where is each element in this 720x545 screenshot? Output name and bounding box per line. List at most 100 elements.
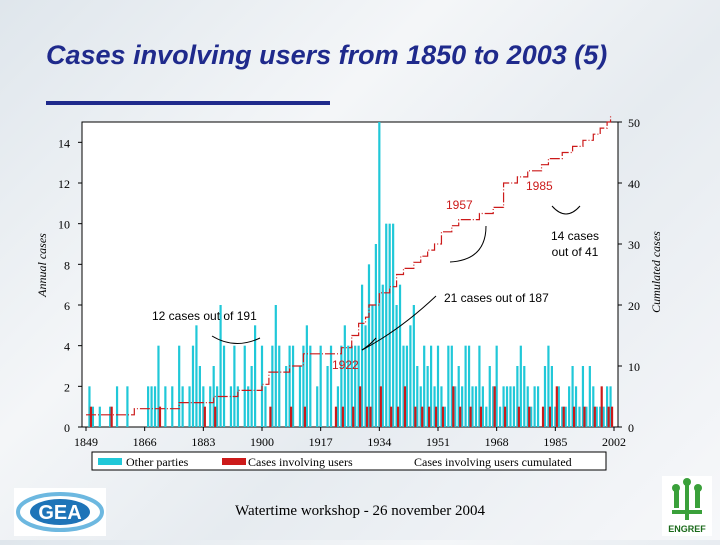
bar-involving-users [542, 407, 544, 427]
bar-other-parties [223, 346, 225, 427]
bar-other-parties [499, 407, 501, 427]
bar-other-parties [275, 305, 277, 427]
bar-involving-users [607, 407, 609, 427]
bar-other-parties [199, 366, 201, 427]
bar-involving-users [518, 407, 520, 427]
bar-other-parties [585, 407, 587, 427]
bar-other-parties [578, 407, 580, 427]
bar-involving-users [111, 407, 113, 427]
engref-logo-icon: ENGREF [662, 476, 712, 536]
bar-other-parties [471, 386, 473, 427]
bar-other-parties [378, 122, 380, 427]
y2-tick-label: 20 [628, 299, 640, 313]
bar-other-parties [589, 366, 591, 427]
bar-involving-users [549, 407, 551, 427]
bar-involving-users [366, 407, 368, 427]
bar-other-parties [375, 244, 377, 427]
x-tick-label: 1934 [367, 435, 391, 449]
bar-other-parties [565, 407, 567, 427]
legend-swatch-other-parties [98, 458, 122, 465]
x-tick-label: 1951 [426, 435, 450, 449]
y-tick-label: 4 [64, 340, 70, 354]
y-tick-label: 8 [64, 258, 70, 272]
bar-other-parties [195, 325, 197, 427]
bar-other-parties [126, 386, 128, 427]
bar-other-parties [406, 346, 408, 427]
y-tick-label: 0 [64, 421, 70, 435]
bar-other-parties [233, 346, 235, 427]
bar-other-parties [209, 386, 211, 427]
plot-area [82, 122, 618, 427]
annotation-label: 1985 [526, 179, 553, 193]
bar-involving-users [494, 386, 496, 427]
bar-involving-users [573, 407, 575, 427]
bar-other-parties [423, 346, 425, 427]
bar-involving-users [204, 407, 206, 427]
bar-involving-users [421, 407, 423, 427]
bar-other-parties [216, 386, 218, 427]
bar-involving-users [359, 386, 361, 427]
bar-involving-users [459, 407, 461, 427]
annotation-label: 1922 [332, 358, 359, 372]
bar-other-parties [188, 386, 190, 427]
x-tick-label: 1866 [133, 435, 157, 449]
bar-other-parties [278, 346, 280, 427]
bar-other-parties [447, 346, 449, 427]
bar-other-parties [164, 386, 166, 427]
bar-other-parties [485, 407, 487, 427]
annotation-label: out of 41 [552, 245, 599, 259]
bar-other-parties [337, 386, 339, 427]
bar-involving-users [442, 407, 444, 427]
bar-involving-users [380, 386, 382, 427]
bar-other-parties [506, 386, 508, 427]
y-tick-label: 12 [58, 177, 70, 191]
bar-other-parties [496, 346, 498, 427]
y2-tick-label: 40 [628, 177, 640, 191]
bar-other-parties [192, 346, 194, 427]
bar-involving-users [342, 407, 344, 427]
bar-other-parties [219, 305, 221, 427]
bar-involving-users [414, 407, 416, 427]
bar-other-parties [326, 366, 328, 427]
bar-other-parties [178, 346, 180, 427]
gea-logo-icon: GEA [14, 488, 106, 536]
bar-involving-users [528, 407, 530, 427]
bar-involving-users [452, 386, 454, 427]
bar-other-parties [513, 386, 515, 427]
bar-other-parties [392, 224, 394, 427]
bar-involving-users [90, 407, 92, 427]
bar-involving-users [404, 386, 406, 427]
bar-other-parties [247, 386, 249, 427]
y-axis-label: Annual cases [35, 233, 49, 298]
legend: Other parties Cases involving users Case… [92, 452, 606, 470]
bar-other-parties [264, 386, 266, 427]
bar-involving-users [214, 407, 216, 427]
bar-other-parties [385, 224, 387, 427]
bar-involving-users [290, 407, 292, 427]
bar-other-parties [244, 346, 246, 427]
bar-involving-users [480, 407, 482, 427]
bar-other-parties [509, 386, 511, 427]
bar-other-parties [596, 407, 598, 427]
bar-other-parties [534, 386, 536, 427]
bar-other-parties [251, 366, 253, 427]
y-tick-label: 10 [58, 218, 70, 232]
bar-involving-users [601, 386, 603, 427]
bar-other-parties [409, 325, 411, 427]
bar-involving-users [369, 407, 371, 427]
legend-label-users-cumulated: Cases involving users cumulated [414, 455, 572, 469]
bar-other-parties [475, 386, 477, 427]
engref-logo-text: ENGREF [668, 524, 706, 534]
x-tick-label: 1883 [191, 435, 215, 449]
bar-involving-users [390, 407, 392, 427]
x-tick-label: 1849 [74, 435, 98, 449]
annotation-label: 14 cases [551, 229, 599, 243]
bar-other-parties [316, 386, 318, 427]
bar-other-parties [285, 366, 287, 427]
bar-other-parties [399, 285, 401, 427]
bar-involving-users [159, 407, 161, 427]
annotation-label: 21 cases out of 187 [444, 291, 549, 305]
bar-other-parties [361, 285, 363, 427]
y2-tick-label: 50 [628, 116, 640, 130]
bar-involving-users [611, 407, 613, 427]
